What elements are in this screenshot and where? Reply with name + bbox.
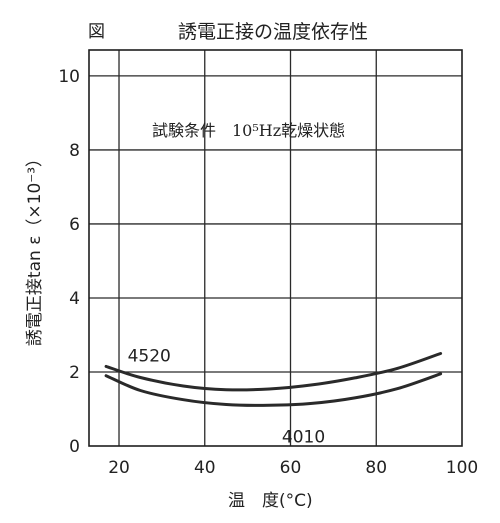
x-tick-labels: 20 40 60 80 100 <box>108 458 478 478</box>
test-condition-note: 試験条件 10⁵Hz乾燥状態 <box>152 121 345 140</box>
series-lines <box>104 352 443 407</box>
y-tick-label: 10 <box>58 67 80 87</box>
series-line-4010 <box>104 372 443 407</box>
x-axis-title: 温 度(°C) <box>228 491 313 511</box>
x-tick-label: 100 <box>446 458 478 478</box>
y-axis-title: 誘電正接tan ε（×10⁻³） <box>25 150 45 346</box>
series-label-4520: 4520 <box>128 346 171 366</box>
grid <box>89 50 462 446</box>
series-line-4520 <box>104 352 443 392</box>
series-labels: 4520 4010 <box>128 346 326 447</box>
plot-frame <box>88 49 463 447</box>
y-tick-label: 6 <box>69 215 80 235</box>
figure-label: 図 <box>88 22 105 42</box>
chart-title: 誘電正接の温度依存性 <box>178 21 368 43</box>
y-tick-labels: 0 2 4 6 8 10 <box>58 67 80 457</box>
x-tick-label: 20 <box>108 458 130 478</box>
x-tick-label: 40 <box>194 458 216 478</box>
y-tick-label: 2 <box>69 363 80 383</box>
y-tick-label: 8 <box>69 141 80 161</box>
series-label-4010: 4010 <box>282 428 325 448</box>
y-tick-label: 0 <box>69 437 80 457</box>
y-tick-label: 4 <box>69 289 80 309</box>
x-tick-label: 80 <box>365 458 387 478</box>
x-tick-label: 60 <box>280 458 302 478</box>
